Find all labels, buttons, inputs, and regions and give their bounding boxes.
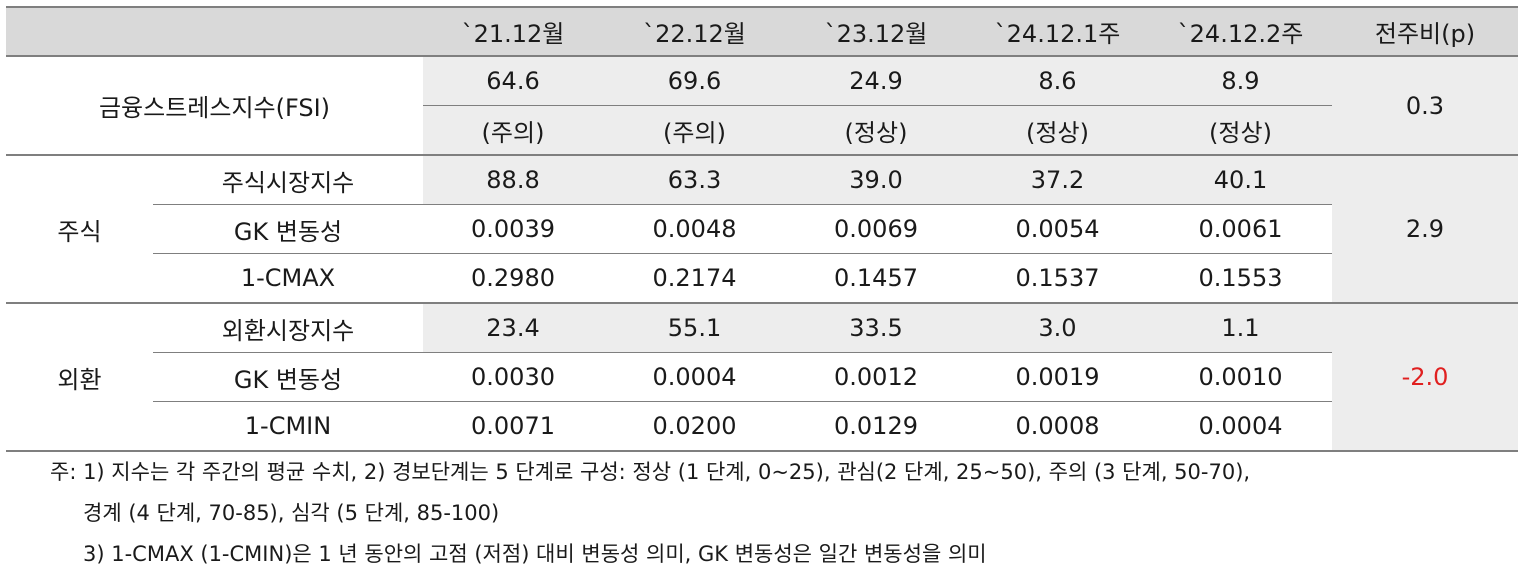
fx-row: 외환 외환시장지수 23.4 55.1 33.5 3.0 1.1 -2.0 [6,303,1518,452]
stock-row-name: 1-CMAX [153,253,423,304]
fsi-level: (주의) [603,105,786,156]
stock-row-name: 주식시장지수 [153,155,423,205]
stock-row: GK 변동성 0.0039 0.0048 0.0069 0.0054 0.006… [6,204,1518,254]
fsi-value: 8.6 [966,56,1149,106]
fsi-level: (정상) [786,105,966,156]
fx-section-label: 외환 [6,303,153,452]
header-col-2024-12-w1: `24.12.1주 [966,6,1149,57]
stock-value: 0.0039 [423,204,603,254]
fx-value: 0.0200 [603,401,786,452]
stock-value: 37.2 [966,155,1149,205]
stock-section-label: 주식 [6,155,153,304]
fx-value: 0.0004 [1149,401,1332,452]
stock-value: 0.2980 [423,253,603,304]
header-row: `21.12월 `22.12월 `23.12월 `24.12.1주 `24.12… [6,6,1518,57]
stock-value: 0.1537 [966,253,1149,304]
header-col-2024-12-w2: `24.12.2주 [1149,6,1332,57]
stock-value: 63.3 [603,155,786,205]
fx-value: 0.0019 [966,352,1149,402]
fsi-value: 24.9 [786,56,966,106]
fsi-value: 69.6 [603,56,786,106]
fsi-value-row: 금융스트레스지수(FSI) 64.6 69.6 24.9 8.6 8.9 0.3 [6,56,1518,156]
note-line: 3) 1-CMAX (1-CMIN)은 1 년 동안의 고점 (저점) 대비 변… [83,542,987,566]
stock-value: 40.1 [1149,155,1332,205]
note-line: 경계 (4 단계, 70-85), 심각 (5 단계, 85-100) [83,501,500,525]
fx-value: 0.0012 [786,352,966,402]
fx-value: 0.0071 [423,401,603,452]
fx-value: 0.0004 [603,352,786,402]
fsi-level: (주의) [423,105,603,156]
fx-value: 0.0010 [1149,352,1332,402]
fsi-level-row: (주의) (주의) (정상) (정상) (정상) [6,105,1518,156]
stock-row-name: GK 변동성 [153,204,423,254]
fx-row-name: 1-CMIN [153,401,423,452]
stock-value: 0.0048 [603,204,786,254]
stock-value: 0.2174 [603,253,786,304]
stock-change: 2.9 [1332,155,1518,304]
header-col-weekly-change: 전주비(p) [1332,6,1518,57]
stock-value: 88.8 [423,155,603,205]
fsi-table: `21.12월 `22.12월 `23.12월 `24.12.1주 `24.12… [6,6,1518,452]
stock-value: 0.0061 [1149,204,1332,254]
fsi-value: 64.6 [423,56,603,106]
fx-change: -2.0 [1332,303,1518,452]
fx-value: 3.0 [966,303,1149,353]
fx-row: 1-CMIN 0.0071 0.0200 0.0129 0.0008 0.000… [6,401,1518,452]
stock-value: 0.1457 [786,253,966,304]
header-col-2023-12: `23.12월 [786,6,966,57]
fx-value: 1.1 [1149,303,1332,353]
stock-value: 0.0054 [966,204,1149,254]
header-col-2021-12: `21.12월 [423,6,603,57]
fsi-level: (정상) [1149,105,1332,156]
fsi-level: (정상) [966,105,1149,156]
stock-row: 1-CMAX 0.2980 0.2174 0.1457 0.1537 0.155… [6,253,1518,304]
fx-value: 55.1 [603,303,786,353]
header-blank [6,6,423,57]
fx-value: 0.0030 [423,352,603,402]
stock-value: 39.0 [786,155,966,205]
fsi-value: 8.9 [1149,56,1332,106]
fx-value: 0.0129 [786,401,966,452]
stock-value: 0.0069 [786,204,966,254]
fsi-label: 금융스트레스지수(FSI) [6,56,423,156]
stock-value: 0.1553 [1149,253,1332,304]
table-notes: 주: 1) 지수는 각 주간의 평균 수치, 2) 경보단계는 5 단계로 구성… [50,452,1250,575]
fsi-change: 0.3 [1332,56,1518,156]
fx-row-name: GK 변동성 [153,352,423,402]
header-col-2022-12: `22.12월 [603,6,786,57]
note-line: 주: 1) 지수는 각 주간의 평균 수치, 2) 경보단계는 5 단계로 구성… [50,460,1251,484]
fx-value: 23.4 [423,303,603,353]
fx-value: 0.0008 [966,401,1149,452]
fx-row: GK 변동성 0.0030 0.0004 0.0012 0.0019 0.001… [6,352,1518,402]
fx-value: 33.5 [786,303,966,353]
fx-row-name: 외환시장지수 [153,303,423,353]
stock-row: 주식 주식시장지수 88.8 63.3 39.0 37.2 40.1 2.9 [6,155,1518,304]
